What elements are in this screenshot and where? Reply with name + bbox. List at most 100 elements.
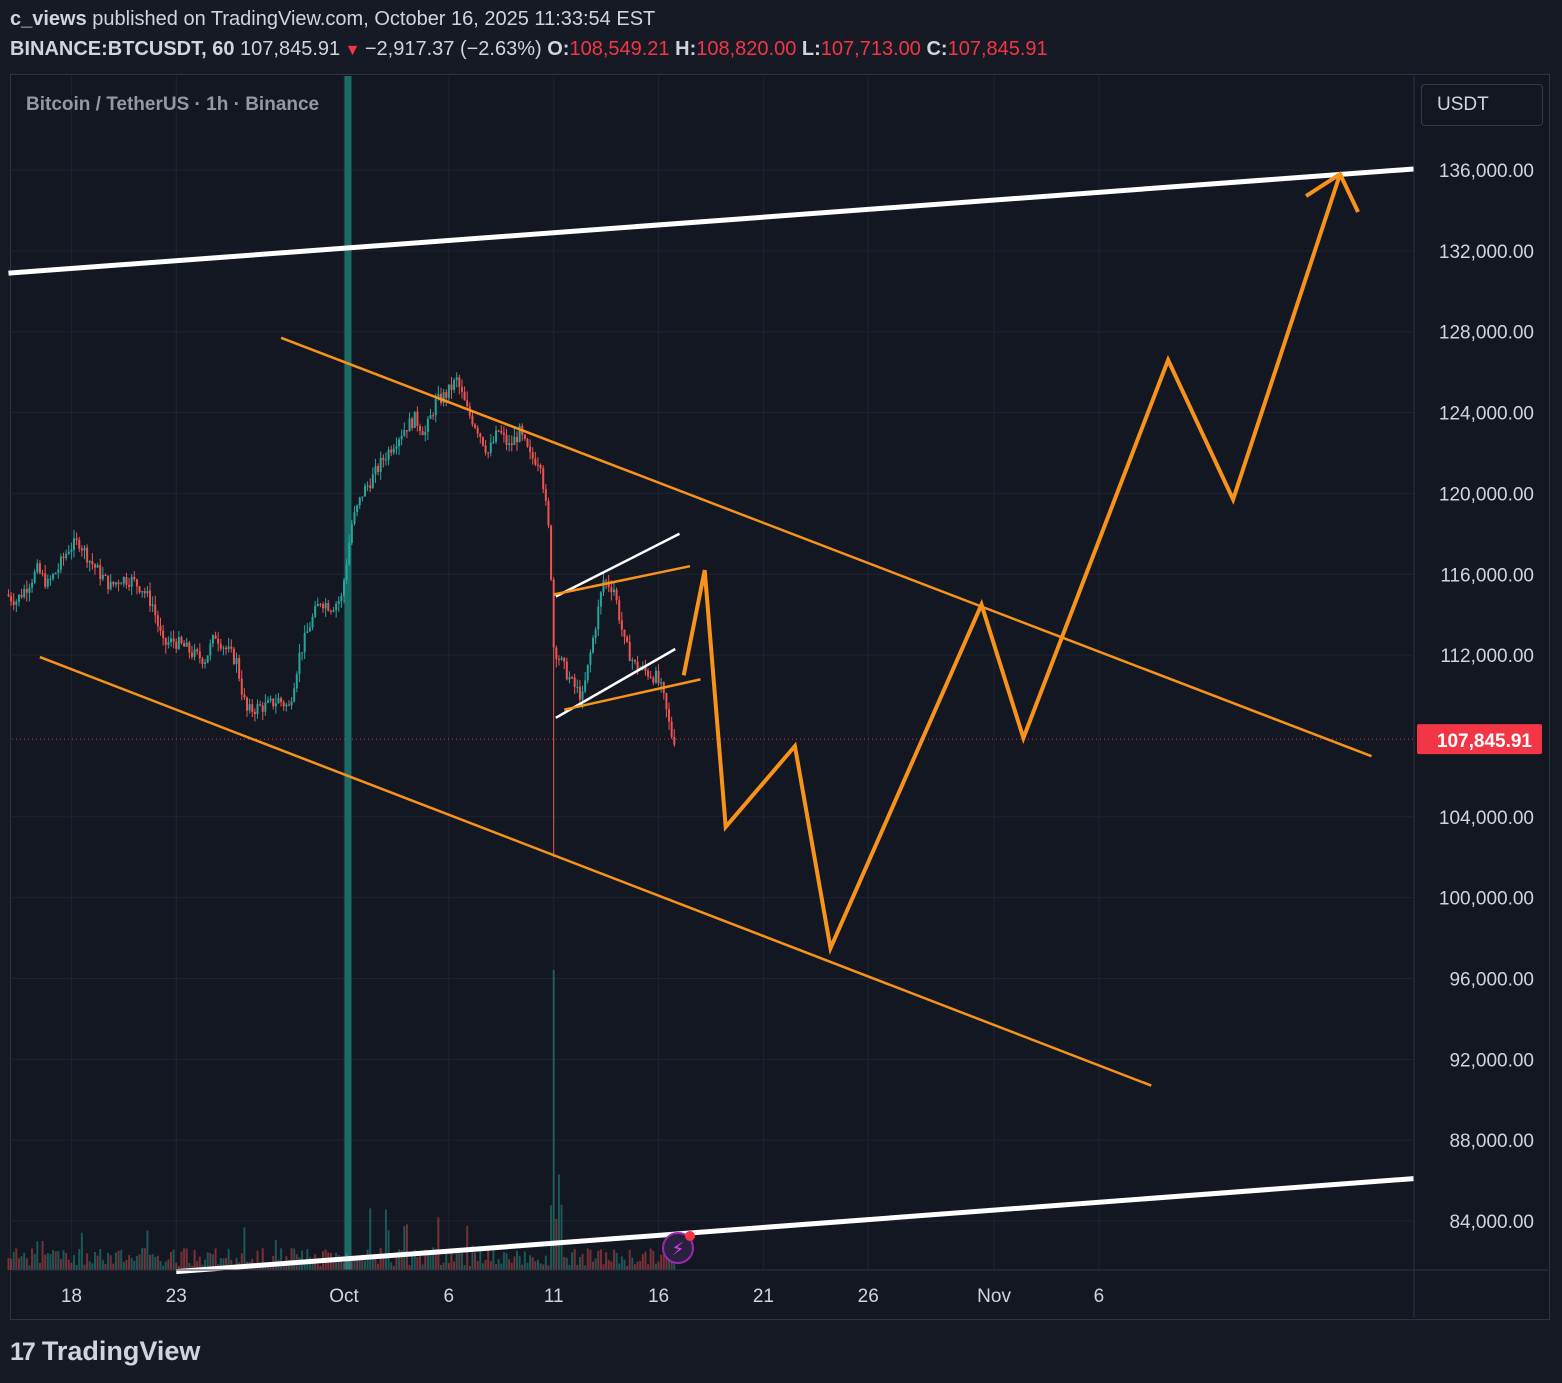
symbol-label: BINANCE:BTCUSDT, 60 (10, 38, 235, 60)
volume-bar (350, 1259, 353, 1270)
volume-bar (384, 1209, 387, 1270)
candle-body (382, 457, 385, 461)
tradingview-logo[interactable]: 17 TradingView (10, 1336, 200, 1367)
volume-bar (660, 1254, 663, 1270)
volume-bar (416, 1257, 419, 1270)
volume-bar (529, 1255, 532, 1270)
volume-bar (400, 1250, 403, 1270)
y-tick-label: 124,000.00 (1439, 404, 1534, 425)
candle-body (544, 489, 547, 501)
candle-body (128, 584, 131, 587)
volume-bar (602, 1264, 605, 1270)
candle-body (377, 466, 380, 472)
candle-body (112, 581, 115, 585)
volume-bar (513, 1256, 516, 1270)
volume-bar (311, 1261, 314, 1270)
volume-bar (662, 1254, 665, 1270)
candle-body (167, 642, 170, 645)
chart-frame[interactable] (10, 74, 1550, 1320)
candle-body (495, 430, 498, 442)
candle-body (238, 657, 241, 679)
candle-body (450, 384, 453, 390)
volume-bar (303, 1262, 306, 1270)
volume-bar (589, 1249, 592, 1270)
candle-body (31, 582, 34, 588)
candle-body (552, 579, 555, 648)
volume-bar (149, 1254, 152, 1270)
volume-bar (626, 1265, 629, 1270)
volume-bar (222, 1258, 225, 1270)
candle-body (204, 662, 207, 665)
candle-body (70, 549, 73, 552)
volume-bar (463, 1264, 466, 1270)
volume-bar (516, 1250, 519, 1270)
candle-body (217, 638, 220, 644)
candle-body (618, 600, 621, 621)
candle-body (571, 677, 574, 679)
candle-body (497, 430, 500, 432)
volume-bar (539, 1263, 542, 1270)
candle-body (636, 661, 639, 670)
candle-body (266, 700, 269, 703)
candle-body (474, 424, 477, 428)
y-tick-label: 88,000.00 (1449, 1131, 1534, 1152)
candle-body (628, 641, 631, 661)
drawings-layer: ⚡ (8, 166, 1414, 1275)
candle-body (190, 652, 193, 657)
candle-body (374, 466, 377, 475)
candle-body (54, 572, 57, 575)
candle-body (369, 485, 372, 489)
candle-body (201, 658, 204, 665)
candle-body (447, 384, 450, 398)
volume-layer (7, 970, 676, 1270)
candle-body (531, 452, 534, 459)
author-name[interactable]: c_views (10, 8, 87, 30)
y-tick-label: 116,000.00 (1440, 565, 1534, 586)
volume-bar (104, 1263, 107, 1270)
candle-body (293, 688, 296, 702)
candle-body (285, 704, 288, 707)
lightning-icon: ⚡ (672, 1239, 685, 1260)
volume-bar (80, 1232, 83, 1270)
currency-button[interactable]: USDT (1421, 84, 1543, 126)
candle-body (390, 449, 393, 453)
volume-bar (59, 1259, 62, 1270)
y-tick-label: 132,000.00 (1439, 242, 1534, 263)
volume-bar (12, 1252, 15, 1270)
candle-body (453, 380, 456, 390)
candle-body (324, 603, 327, 609)
volume-bar (169, 1252, 172, 1270)
volume-bar (101, 1260, 104, 1270)
volume-bar (607, 1259, 610, 1270)
candle-body (620, 620, 623, 630)
volume-bar (93, 1251, 96, 1270)
volume-bar (612, 1249, 615, 1270)
volume-bar (460, 1252, 463, 1270)
volume-bar (453, 1261, 456, 1270)
candle-body (319, 604, 322, 606)
candle-body (578, 686, 581, 700)
volume-bar (345, 1253, 348, 1270)
chart-legend: Bitcoin / TetherUS · 1h · Binance (26, 94, 320, 115)
candle-body (10, 596, 13, 602)
candle-body (602, 580, 605, 593)
volume-bar (75, 1265, 78, 1270)
volume-bar (20, 1256, 23, 1270)
candle-body (17, 594, 20, 602)
candle-body (502, 432, 505, 435)
volume-bar (442, 1262, 445, 1270)
volume-bar (256, 1250, 259, 1270)
candle-body (282, 702, 285, 707)
volume-bar (151, 1254, 154, 1270)
candle-body (599, 592, 602, 607)
x-tick-label: Nov (977, 1286, 1011, 1307)
volume-bar (492, 1250, 495, 1270)
candle-body (219, 643, 222, 649)
candle-body (481, 437, 484, 446)
candle-body (392, 448, 395, 453)
candle-body (38, 563, 41, 574)
volume-bar (188, 1262, 191, 1270)
down-triangle-icon: ▼ (340, 42, 365, 59)
volume-bar (41, 1240, 44, 1270)
